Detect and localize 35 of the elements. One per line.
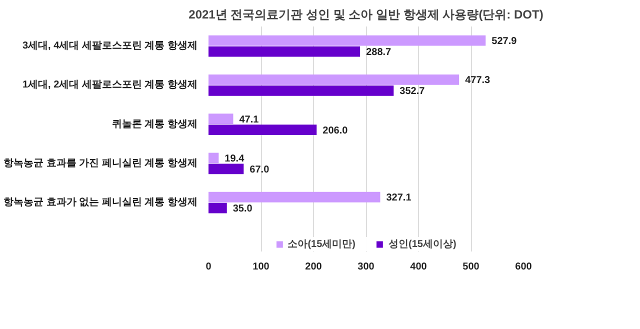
- data-label: 35.0: [232, 204, 253, 215]
- data-label: 67.0: [250, 164, 270, 176]
- bar: [208, 35, 486, 46]
- bar: [208, 192, 380, 202]
- data-label: 477.3: [465, 75, 491, 86]
- x-tick-label: 0: [206, 262, 212, 272]
- y-tick-label: 항녹농균 효과를 가진 페니실린 계통 항생제: [4, 158, 198, 169]
- bar: [208, 152, 219, 164]
- y-tick-label: 항녹농균 효과가 없는 페니실린 계통 항생제: [4, 197, 198, 208]
- data-label: 327.1: [386, 192, 412, 204]
- bar: [208, 114, 234, 124]
- y-tick-label: 1세대, 2세대 세팔로스포린 계통 항생제: [22, 80, 198, 91]
- data-label: 527.9: [492, 36, 518, 48]
- y-tick-label: 3세대, 4세대 세팔로스포린 계통 항생제: [22, 40, 198, 52]
- bar: [208, 46, 360, 57]
- x-tick-label: 600: [515, 262, 532, 272]
- x-tick-label: 400: [410, 262, 428, 272]
- legend-label: 소아(15세미만): [288, 238, 356, 251]
- legend-label: 성인(15세이상): [388, 238, 456, 251]
- bar: [208, 164, 244, 174]
- bar: [208, 74, 460, 85]
- y-tick-label: 퀴놀론 계통 항생제: [112, 118, 198, 130]
- x-tick-label: 300: [358, 262, 375, 272]
- x-tick-label: 500: [462, 262, 480, 272]
- data-label: 288.7: [366, 47, 392, 58]
- data-label: 47.1: [239, 114, 260, 126]
- data-label: 206.0: [322, 125, 348, 136]
- x-tick-label: 200: [305, 262, 322, 272]
- chart-title: 2021년 전국의료기관 성인 및 소아 일반 항생제 사용량(단위: DOT): [188, 8, 544, 22]
- bar: [208, 85, 394, 96]
- bar: [208, 124, 317, 136]
- bar: [208, 202, 227, 214]
- data-label: 352.7: [400, 86, 426, 98]
- x-tick-label: 100: [252, 262, 270, 272]
- data-label: 19.4: [224, 153, 245, 164]
